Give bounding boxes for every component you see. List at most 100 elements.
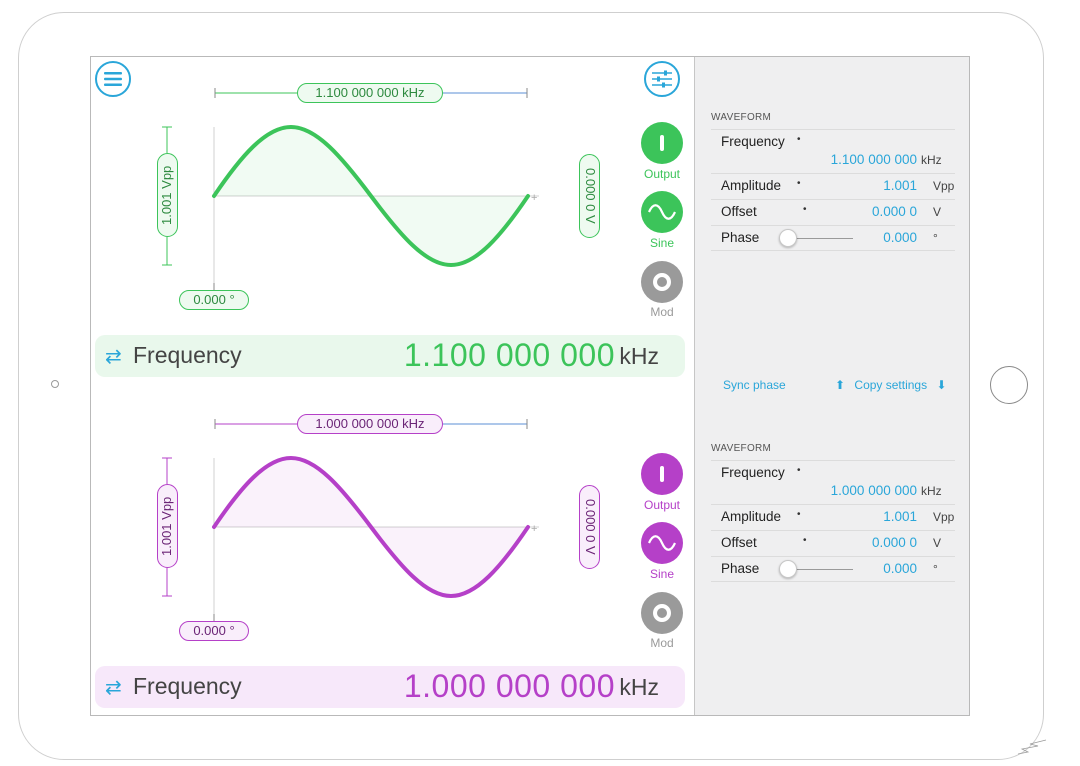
channel-2-offset-marker[interactable]: 0.000 0 V	[579, 485, 600, 569]
amplitude-label: Amplitude	[721, 178, 782, 193]
channel-2-frequency-label: Frequency	[133, 673, 242, 699]
channel-2-frequency-marker[interactable]: 1.000 000 000 kHz	[297, 414, 443, 434]
channel-1: + 1.100 000 000 kHz 1.001 Vpp 0.000 0 V …	[91, 57, 694, 387]
channel-2-section-title: WAVEFORM	[711, 443, 772, 454]
bullet: •	[797, 134, 801, 145]
amplitude-value: 1.001	[883, 178, 917, 193]
phase-label: Phase	[721, 561, 760, 576]
channel-1-frequency-bar[interactable]: ⇄ Frequency 1.100 000 000 kHz	[95, 335, 685, 377]
channel-2-frequency-unit: kHz	[619, 674, 659, 700]
copy-settings-label: Copy settings	[854, 378, 928, 392]
app-screen: + 1.100 000 000 kHz 1.001 Vpp 0.000 0 V …	[90, 56, 970, 716]
channel-1-frequency-unit: kHz	[619, 343, 659, 369]
settings-button[interactable]	[644, 61, 680, 97]
channel-2-amplitude-row[interactable]: Amplitude • 1.001 Vpp	[711, 504, 955, 530]
bullet: •	[797, 509, 801, 520]
channel-1-offset-row[interactable]: Offset • 0.000 0 V	[711, 199, 955, 225]
channel-1-offset-marker[interactable]: 0.000 0 V	[579, 154, 600, 238]
amplitude-value: 1.001	[883, 509, 917, 524]
frequency-unit: kHz	[921, 153, 942, 167]
channel-1-amplitude-marker[interactable]: 1.001 Vpp	[157, 153, 178, 237]
channel-2-sine-button[interactable]	[641, 522, 683, 564]
settings-pane: WAVEFORM Frequency • 1.100 000 000 kHz A…	[694, 57, 969, 715]
channel-2-output-label: Output	[643, 498, 681, 512]
phase-label: Phase	[721, 230, 760, 245]
channel-2-amplitude-marker[interactable]: 1.001 Vpp	[157, 484, 178, 568]
channel-2-mod-button[interactable]	[641, 592, 683, 634]
offset-label: Offset	[721, 204, 757, 219]
offset-unit: V	[933, 205, 942, 219]
menu-icon	[104, 72, 122, 86]
channel-1-frequency-value: 1.100 000 000	[403, 337, 615, 373]
home-button[interactable]	[990, 366, 1028, 404]
offset-value: 0.000 0	[871, 204, 917, 219]
menu-button[interactable]	[95, 61, 131, 97]
bullet: •	[797, 178, 801, 189]
offset-value: 0.000 0	[871, 535, 917, 550]
offset-unit: V	[933, 536, 942, 550]
power-icon	[660, 466, 664, 482]
ring-icon	[653, 604, 671, 622]
channel-2-sine-label: Sine	[649, 567, 675, 581]
phase-unit: °	[933, 562, 938, 576]
ring-icon	[653, 273, 671, 291]
bullet: •	[803, 535, 807, 546]
sine-wave-icon	[648, 535, 676, 551]
amplitude-unit: Vpp	[933, 510, 955, 524]
channel-1-output-button[interactable]	[641, 122, 683, 164]
phase-slider-thumb[interactable]	[779, 560, 797, 578]
frequency-label: Frequency	[721, 134, 785, 149]
channel-1-frequency-marker[interactable]: 1.100 000 000 kHz	[297, 83, 443, 103]
channel-2-phase-marker[interactable]: 0.000 °	[179, 621, 249, 641]
phase-unit: °	[933, 231, 938, 245]
copy-settings-link[interactable]: ⬆ Copy settings ⬇	[835, 378, 947, 392]
swap-arrows-icon[interactable]: ⇄	[105, 346, 122, 368]
channel-2-frequency-value: 1.000 000 000	[403, 668, 615, 704]
sliders-icon	[652, 70, 672, 88]
sine-wave-icon	[648, 204, 676, 220]
arrow-up-icon[interactable]: ⬆	[835, 378, 846, 392]
channel-2-frequency-bar[interactable]: ⇄ Frequency 1.000 000 000 kHz	[95, 666, 685, 708]
camera-icon	[51, 380, 59, 388]
offset-label: Offset	[721, 535, 757, 550]
corner-scribble	[1017, 739, 1047, 755]
channel-1-mod-label: Mod	[650, 305, 674, 319]
svg-text:+: +	[531, 192, 537, 204]
channel-1-phase-marker[interactable]: 0.000 °	[179, 290, 249, 310]
phase-slider-thumb[interactable]	[779, 229, 797, 247]
channel-2-output-button[interactable]	[641, 453, 683, 495]
channel-1-sine-label: Sine	[649, 236, 675, 250]
channel-1-sine-button[interactable]	[641, 191, 683, 233]
phase-value: 0.000	[883, 561, 917, 576]
frequency-value: 1.100 000 000	[830, 152, 917, 167]
phase-value: 0.000	[883, 230, 917, 245]
amplitude-unit: Vpp	[933, 179, 955, 193]
bullet: •	[803, 204, 807, 215]
channel-2-phase-row: Phase 0.000 °	[711, 556, 955, 582]
sync-phase-link[interactable]: Sync phase	[723, 378, 786, 392]
phase-slider-track[interactable]	[781, 569, 853, 570]
channel-2-waveform[interactable]: +	[91, 388, 694, 716]
amplitude-label: Amplitude	[721, 509, 782, 524]
channel-2-offset-row[interactable]: Offset • 0.000 0 V	[711, 530, 955, 556]
channel-2: + 1.000 000 000 kHz 1.001 Vpp 0.000 0 V …	[91, 388, 694, 716]
phase-slider-track[interactable]	[781, 238, 853, 239]
channel-1-frequency-label: Frequency	[133, 342, 242, 368]
frequency-value: 1.000 000 000	[830, 483, 917, 498]
channel-2-mod-label: Mod	[650, 636, 674, 650]
channel-1-phase-row: Phase 0.000 °	[711, 225, 955, 251]
channel-1-output-label: Output	[643, 167, 681, 181]
bullet: •	[797, 465, 801, 476]
svg-text:+: +	[531, 523, 537, 535]
swap-arrows-icon[interactable]: ⇄	[105, 677, 122, 699]
frequency-label: Frequency	[721, 465, 785, 480]
waveform-display-pane: + 1.100 000 000 kHz 1.001 Vpp 0.000 0 V …	[91, 57, 694, 716]
channel-1-amplitude-row[interactable]: Amplitude • 1.001 Vpp	[711, 173, 955, 199]
channel-1-frequency-row[interactable]: Frequency • 1.100 000 000 kHz	[711, 129, 955, 173]
channel-1-waveform[interactable]: +	[91, 57, 694, 387]
arrow-down-icon[interactable]: ⬇	[936, 378, 947, 392]
power-icon	[660, 135, 664, 151]
channel-1-mod-button[interactable]	[641, 261, 683, 303]
channel-2-frequency-row[interactable]: Frequency • 1.000 000 000 kHz	[711, 460, 955, 504]
channel-1-section-title: WAVEFORM	[711, 112, 772, 123]
